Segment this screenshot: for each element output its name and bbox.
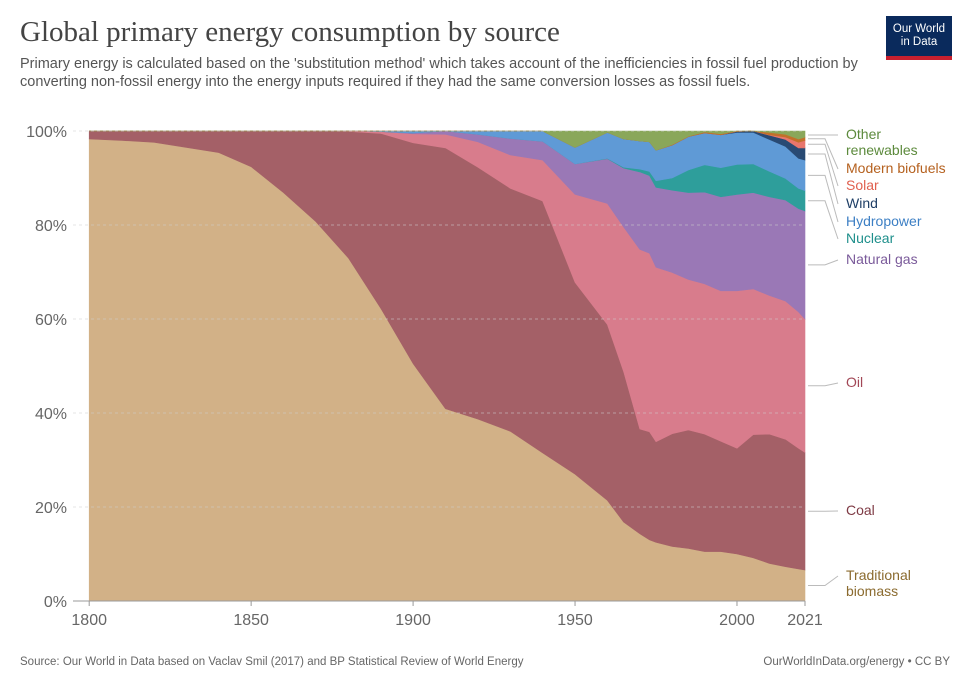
legend-label[interactable]: Natural gas: [846, 251, 918, 267]
x-tick-label: 1950: [557, 612, 593, 629]
legend-label[interactable]: Other: [846, 126, 881, 142]
legend-leader-line: [808, 575, 839, 586]
x-tick-label: 1850: [233, 612, 269, 629]
legend-label[interactable]: Coal: [846, 502, 875, 518]
y-tick-label: 60%: [35, 312, 67, 329]
legend-label[interactable]: Oil: [846, 374, 863, 390]
legend-label[interactable]: Modern biofuels: [846, 160, 946, 176]
y-tick-label: 80%: [35, 218, 67, 235]
owid-logo[interactable]: Our World in Data: [886, 16, 952, 60]
y-tick-label: 40%: [35, 406, 67, 423]
logo-line-1: Our World: [892, 23, 946, 35]
legend-label[interactable]: biomass: [846, 583, 898, 599]
legend-leader-line: [808, 382, 839, 387]
axes-layer: 0% 20% 40% 60% 80% 100% 1800 1850 1900 1950 2000 20…: [26, 124, 823, 629]
x-tick-label: 1800: [71, 612, 107, 629]
chart-subtitle: Primary energy is calculated based on th…: [20, 56, 858, 90]
legend-label[interactable]: Solar: [846, 177, 879, 193]
x-tick-label: 2000: [719, 612, 755, 629]
legend-label[interactable]: renewables: [846, 142, 918, 158]
legend-leader-line: [808, 143, 839, 187]
legend-leader-line: [808, 259, 839, 266]
legend-label[interactable]: Traditional: [846, 567, 911, 583]
area-other-renewables[interactable]: [89, 130, 806, 151]
x-tick-label: 2021: [787, 612, 823, 629]
y-tick-label: 20%: [35, 500, 67, 517]
legend-leader-line: [808, 200, 839, 240]
license-credit[interactable]: OurWorldInData.org/energy • CC BY: [763, 656, 950, 668]
legend-leader-line: [808, 153, 839, 205]
legend-label[interactable]: Wind: [846, 195, 878, 211]
source-note: Source: Our World in Data based on Vacla…: [20, 656, 524, 668]
y-tick-label: 0%: [44, 594, 67, 611]
chart-title: Global primary energy consumption by sou…: [20, 16, 560, 48]
legend-leader-line: [808, 174, 839, 223]
legend-label[interactable]: Hydropower: [846, 213, 922, 229]
legend-label[interactable]: Nuclear: [846, 230, 895, 246]
legend-leader-line: [808, 138, 839, 170]
y-tick-label: 100%: [26, 124, 67, 141]
area-layer: [88, 130, 806, 602]
x-tick-label: 1900: [395, 612, 431, 629]
logo-line-2: in Data: [900, 36, 938, 48]
